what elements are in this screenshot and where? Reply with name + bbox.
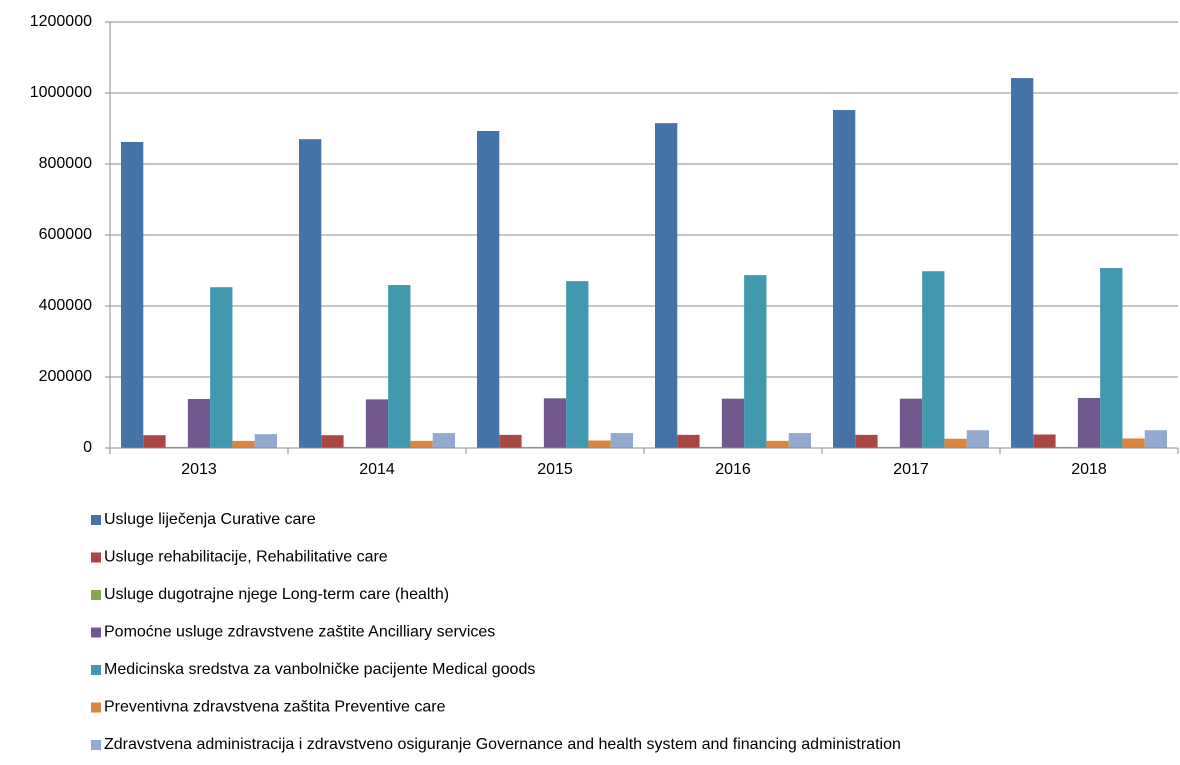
bar [499,434,522,448]
bar [388,285,411,448]
legend-label: Usluge rehabilitacije, Rehabilitative ca… [104,549,388,566]
bar [944,438,967,448]
legend-label: Usluge dugotrajne njege Long-term care (… [104,586,449,603]
bar [899,398,923,448]
y-tick-label: 0 [83,439,92,456]
bar [721,398,745,448]
bar [121,141,144,449]
bar [655,123,678,449]
y-tick-label: 600000 [39,226,92,243]
x-tick-label: 2016 [715,461,751,478]
y-tick-label: 1200000 [30,13,92,30]
bar [187,399,211,448]
bar [432,433,455,448]
bar [232,440,255,448]
bar [165,446,188,448]
bar [1077,397,1101,448]
legend-label: Preventivna zdravstvena zaštita Preventi… [104,699,446,716]
y-tick-label: 400000 [39,297,92,314]
legend-swatch [91,740,101,750]
bar [677,434,700,448]
bar [521,446,544,448]
legend-label: Pomoćne usluge zdravstvene zaštite Ancil… [104,624,495,641]
bar [788,433,811,448]
y-tick-label: 1000000 [30,84,92,101]
bar [254,434,277,448]
x-tick-label: 2018 [1071,461,1107,478]
bar [343,446,366,448]
bar [1011,78,1034,448]
bar [833,110,856,448]
legend-swatch [91,552,101,563]
bar [410,440,433,448]
legend-swatch [91,590,101,600]
bar [1100,268,1123,448]
legend-swatch [91,702,101,713]
bar [365,399,389,448]
bar [1055,446,1078,448]
bar [588,440,611,448]
bar [321,435,344,448]
bar [966,430,989,448]
bar [855,434,878,448]
bar [744,275,767,448]
x-tick-label: 2015 [537,461,573,478]
legend-label: Zdravstvena administracija i zdravstveno… [104,736,901,753]
bar [699,446,722,448]
bar [1033,434,1056,448]
bar [766,440,789,448]
bar [477,130,500,449]
y-tick-label: 200000 [39,368,92,385]
x-tick-label: 2017 [893,461,929,478]
bar [566,281,589,448]
x-tick-label: 2014 [359,461,395,478]
legend-swatch [91,665,101,675]
legend-swatch [91,627,101,638]
bar [299,139,322,448]
bar [1144,430,1167,448]
bar [210,287,233,448]
bar [877,446,900,448]
x-tick-label: 2013 [181,461,217,478]
legend-label: Usluge liječenja Curative care [104,511,316,528]
bar [1122,438,1145,448]
y-tick-label: 800000 [39,155,92,172]
bar [143,435,166,448]
legend-swatch [91,515,101,525]
bar [922,271,945,448]
legend-label: Medicinska sredstva za vanbolničke pacij… [104,661,535,678]
bar [610,433,633,448]
bar [543,398,567,448]
